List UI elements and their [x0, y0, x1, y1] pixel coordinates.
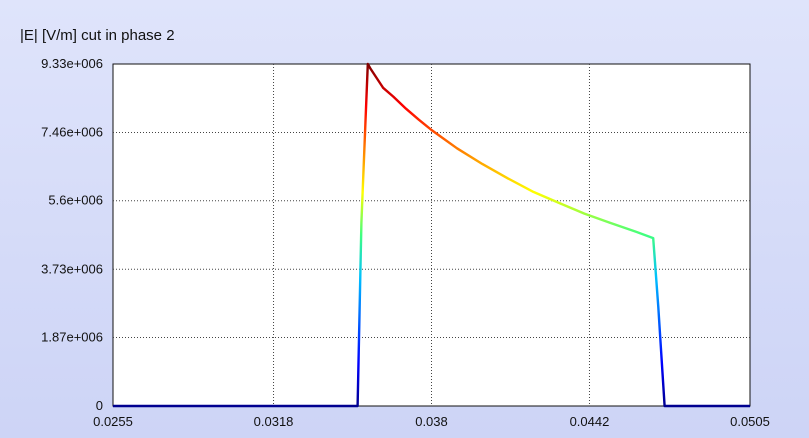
y-tick-label: 7.46e+006	[41, 125, 103, 140]
y-tick-label: 3.73e+006	[41, 261, 103, 276]
x-tick-label: 0.0318	[254, 414, 294, 429]
y-tick-label: 1.87e+006	[41, 329, 103, 344]
x-tick-label: 0.0442	[570, 414, 610, 429]
x-axis-ticks: 0.0255 0.0318 0.038 0.0442 0.0505	[93, 414, 770, 429]
y-tick-label: 9.33e+006	[41, 56, 103, 71]
x-tick-label: 0.038	[415, 414, 448, 429]
x-tick-label: 0.0255	[93, 414, 133, 429]
x-tick-label: 0.0505	[730, 414, 770, 429]
grid-lines	[113, 64, 750, 406]
y-axis-ticks: 0 1.87e+006 3.73e+006 5.6e+006 7.46e+006 9.33…	[41, 56, 103, 413]
series-line	[113, 62, 750, 408]
y-tick-label: 5.6e+006	[48, 193, 103, 208]
chart-title: |E| [V/m] cut in phase 2	[20, 27, 175, 44]
y-tick-label: 0	[96, 398, 103, 413]
